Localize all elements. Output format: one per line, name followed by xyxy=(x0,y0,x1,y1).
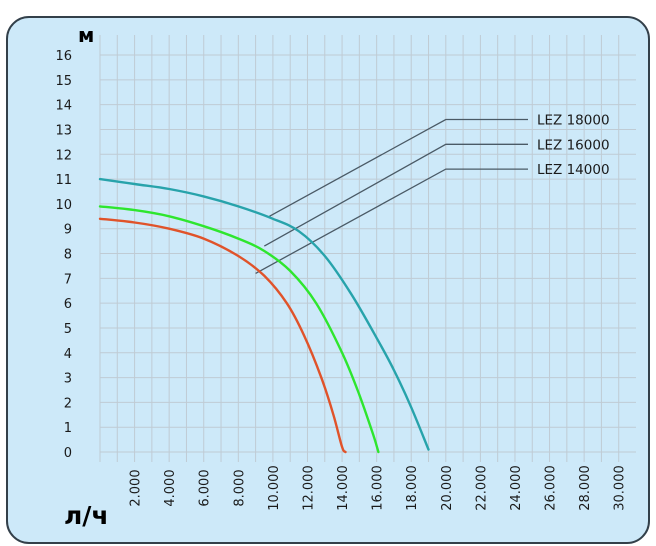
legend: LEZ 18000 LEZ 16000 LEZ 14000 xyxy=(537,113,610,179)
series-line-lez-18000 xyxy=(98,177,430,451)
y-tick-label: 12 xyxy=(55,148,72,163)
x-tick-label: 26.000 xyxy=(544,465,559,511)
x-tick-label: 4.000 xyxy=(163,469,178,506)
y-tick-label: 8 xyxy=(64,248,72,263)
legend-label-lez-18000: LEZ 18000 xyxy=(537,113,610,129)
x-tick-label: 6.000 xyxy=(198,469,213,506)
series-line-lez-14000 xyxy=(98,217,347,454)
curves xyxy=(98,177,430,454)
y-tick-label: 14 xyxy=(55,99,72,114)
x-tick-label: 20.000 xyxy=(440,465,455,511)
x-tick-label: 22.000 xyxy=(474,465,489,511)
y-tick-label: 2 xyxy=(64,396,72,411)
series-line-lez-16000 xyxy=(98,205,380,454)
y-tick-label: 1 xyxy=(64,421,72,436)
x-tick-label: 8.000 xyxy=(232,469,247,506)
x-tick-label: 10.000 xyxy=(267,465,282,511)
x-tick-label: 2.000 xyxy=(129,469,144,506)
y-axis-unit: м xyxy=(78,23,94,47)
y-tick-label: 15 xyxy=(55,74,72,89)
y-tick-label: 13 xyxy=(55,123,72,138)
x-axis-ticks: 2.000 4.000 6.000 8.000 10.000 12.000 14.000 16… xyxy=(129,465,628,511)
legend-leader-lez-16000 xyxy=(263,143,528,247)
legend-label-lez-16000: LEZ 16000 xyxy=(537,137,610,153)
x-tick-label: 12.000 xyxy=(301,465,316,511)
chart-frame xyxy=(6,16,650,544)
y-tick-label: 10 xyxy=(55,198,72,213)
x-tick-label: 16.000 xyxy=(371,465,386,511)
y-tick-label: 0 xyxy=(64,446,72,461)
y-tick-label: 7 xyxy=(64,272,72,287)
legend-leaders xyxy=(255,118,528,274)
x-tick-label: 28.000 xyxy=(578,465,593,511)
legend-leader-lez-14000 xyxy=(255,168,528,274)
legend-leader-lez-18000 xyxy=(269,118,528,217)
y-tick-label: 6 xyxy=(64,297,72,312)
y-tick-label: 5 xyxy=(64,322,72,337)
x-tick-label: 14.000 xyxy=(336,465,351,511)
x-tick-label: 18.000 xyxy=(405,465,420,511)
x-axis-unit: л/ч xyxy=(64,501,109,530)
x-tick-label: 30.000 xyxy=(613,465,628,511)
legend-label-lez-14000: LEZ 14000 xyxy=(537,162,610,178)
y-tick-label: 9 xyxy=(64,223,72,238)
y-tick-label: 11 xyxy=(55,173,72,188)
y-tick-label: 4 xyxy=(64,347,72,362)
x-tick-label: 24.000 xyxy=(509,465,524,511)
y-tick-label: 3 xyxy=(64,372,72,387)
y-tick-label: 16 xyxy=(55,49,72,64)
